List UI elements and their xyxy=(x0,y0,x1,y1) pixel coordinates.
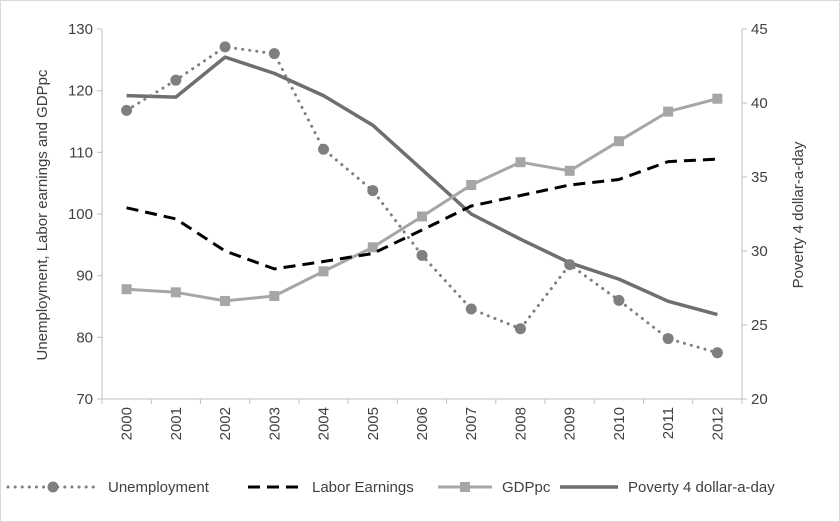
data-point xyxy=(515,157,526,168)
left-tick-label: 110 xyxy=(69,144,93,161)
data-point xyxy=(613,136,624,147)
x-tick-label: 2012 xyxy=(709,407,726,440)
data-point xyxy=(269,291,280,302)
right-axis-ticks: 20 25 30 35 40 45 xyxy=(742,21,768,408)
right-tick-label: 45 xyxy=(751,21,768,38)
left-tick-label: 130 xyxy=(68,21,93,38)
data-point xyxy=(367,185,379,197)
legend-item-gdppc: GDPpc xyxy=(438,479,551,496)
x-tick-label: 2008 xyxy=(512,407,529,440)
x-tick-label: 2006 xyxy=(414,407,431,440)
right-tick-label: 40 xyxy=(751,95,768,112)
series-line xyxy=(125,45,719,355)
legend: Unemployment Labor Earnings GDPpc Poverty 4… xyxy=(6,479,775,496)
data-point xyxy=(121,284,132,295)
legend-label: Unemployment xyxy=(108,479,210,496)
y-axis-left-label: Unemployment, Labor earnings and GDPpc xyxy=(34,69,51,360)
data-point xyxy=(662,333,674,345)
data-point xyxy=(613,294,625,306)
legend-item-labor-earnings: Labor Earnings xyxy=(248,479,414,496)
x-tick-label: 2000 xyxy=(119,407,136,440)
x-tick-label: 2007 xyxy=(463,407,480,440)
series-line xyxy=(126,157,718,271)
series-labor-earnings xyxy=(126,157,718,271)
data-point xyxy=(712,93,723,104)
legend-marker xyxy=(47,481,59,493)
x-tick-label: 2010 xyxy=(611,407,628,440)
data-point xyxy=(466,180,477,191)
data-point xyxy=(417,211,427,222)
data-point xyxy=(170,287,181,298)
data-point xyxy=(663,106,674,117)
data-point xyxy=(514,323,526,335)
data-point xyxy=(416,249,428,261)
data-point xyxy=(711,347,723,359)
left-axis-ticks: 70 80 90 100 110 120 130 xyxy=(68,21,102,408)
x-tick-label: 2001 xyxy=(168,407,185,440)
data-point xyxy=(318,143,330,155)
x-tick-label: 2011 xyxy=(660,407,677,439)
right-tick-label: 35 xyxy=(751,169,768,186)
x-tick-label: 2005 xyxy=(365,407,382,440)
data-point xyxy=(220,295,231,306)
right-tick-label: 30 xyxy=(751,243,768,260)
right-tick-label: 25 xyxy=(751,317,768,334)
left-tick-label: 100 xyxy=(68,206,93,223)
data-point xyxy=(121,104,133,116)
y-axis-right-label: Poverty 4 dollar-a-day xyxy=(790,141,807,288)
data-point xyxy=(465,303,477,315)
x-tick-label: 2003 xyxy=(266,407,283,440)
left-tick-label: 90 xyxy=(76,268,93,285)
legend-label: Poverty 4 dollar-a-day xyxy=(628,479,775,496)
left-tick-label: 80 xyxy=(76,329,93,346)
data-point xyxy=(318,266,329,277)
series-poverty-4-dollar-a-day xyxy=(126,55,718,317)
plot-area xyxy=(121,41,723,359)
legend-marker xyxy=(460,482,470,492)
legend-item-poverty-4-dollar-a-day: Poverty 4 dollar-a-day xyxy=(560,479,775,496)
x-tick-label: 2004 xyxy=(316,407,333,440)
left-tick-label: 120 xyxy=(68,83,93,100)
x-tick-label: 2002 xyxy=(217,407,234,440)
x-axis-ticks: 2000 2001 2002 2003 2004 2005 2006 2007 2008 2009… xyxy=(101,399,743,440)
legend-label: GDPpc xyxy=(502,479,551,496)
data-point xyxy=(268,48,280,60)
series-gdppc xyxy=(121,93,723,306)
data-point xyxy=(170,74,182,86)
series-line xyxy=(126,55,718,317)
series-unemployment xyxy=(121,41,723,359)
right-tick-label: 20 xyxy=(751,391,768,408)
x-tick-label: 2009 xyxy=(562,407,579,440)
series-line xyxy=(126,97,718,303)
legend-label: Labor Earnings xyxy=(312,479,414,496)
left-tick-label: 70 xyxy=(76,391,93,408)
legend-item-unemployment: Unemployment xyxy=(6,479,210,496)
data-point xyxy=(564,165,575,176)
data-point xyxy=(564,259,576,271)
data-point xyxy=(219,41,231,53)
data-point xyxy=(367,242,378,253)
